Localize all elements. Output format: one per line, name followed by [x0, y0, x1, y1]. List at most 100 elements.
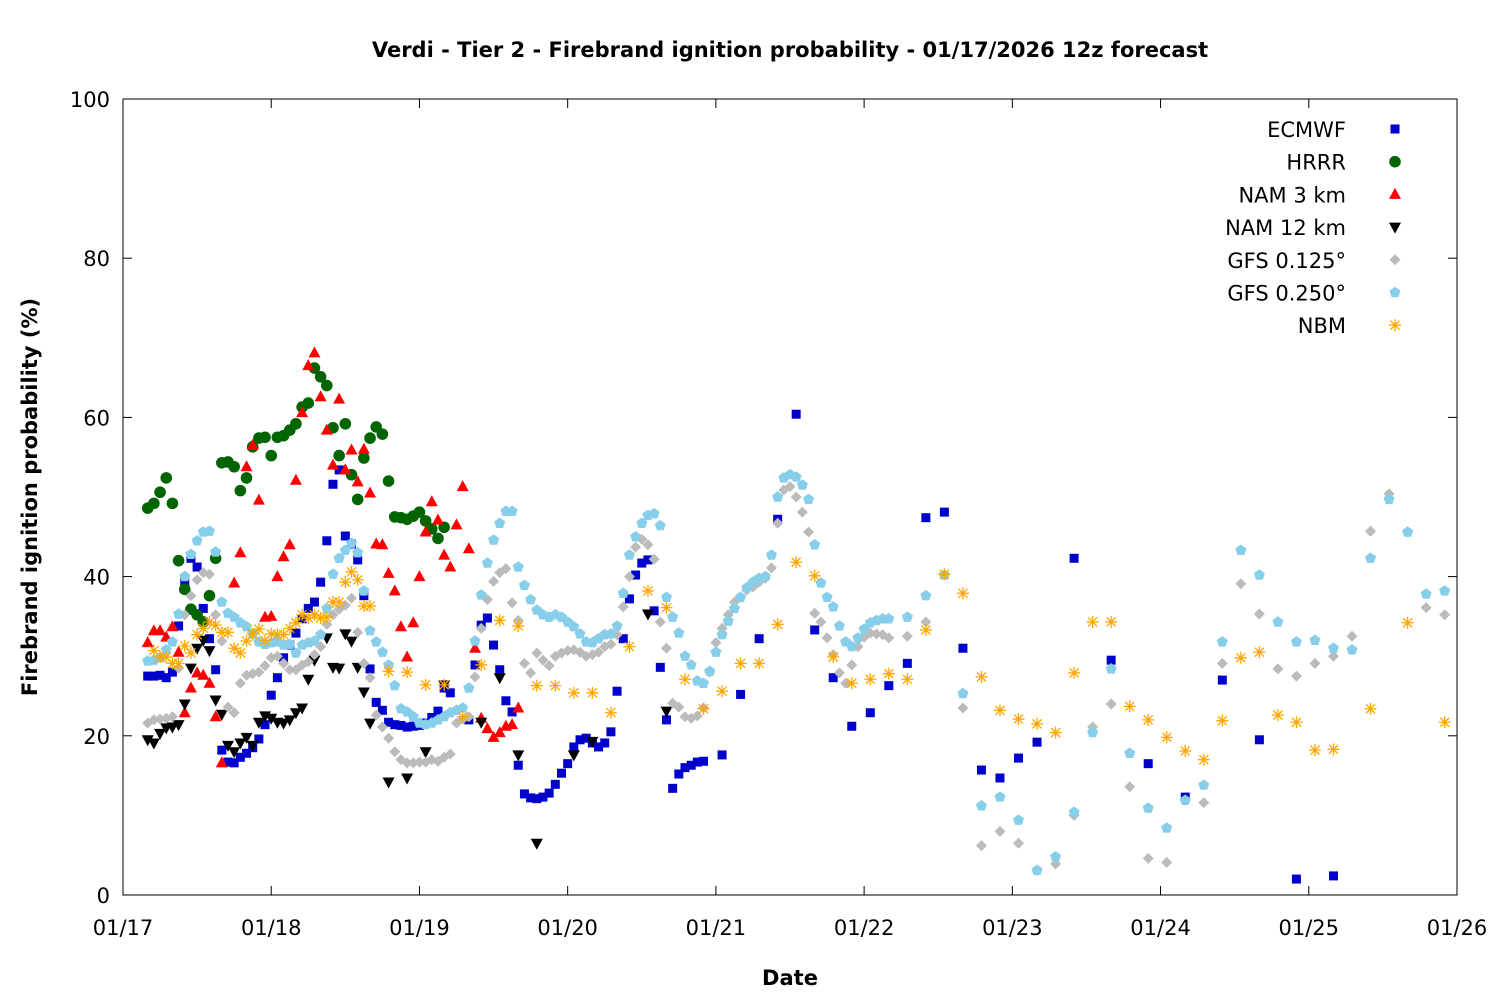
data-point-nam-12-km [178, 699, 191, 711]
data-point-nbm [345, 565, 358, 578]
data-point-gfs-0-250 [173, 608, 185, 619]
data-point-ecmwf [939, 507, 949, 517]
data-point-hrrr [290, 417, 302, 430]
data-point-gfs-0-125 [648, 553, 660, 565]
data-point-gfs-0-250 [605, 628, 617, 639]
y-tick-label: 60 [83, 406, 110, 430]
data-point-gfs-0-125 [413, 756, 425, 768]
data-point-gfs-0-250 [1105, 663, 1117, 674]
data-point-gfs-0-250 [630, 531, 642, 542]
data-point-nbm [1401, 616, 1414, 629]
data-point-nam-12-km [308, 655, 321, 667]
data-point-ecmwf [353, 555, 363, 565]
data-point-gfs-0-250 [901, 611, 913, 622]
data-point-nam-3-km [234, 546, 247, 558]
data-point-gfs-0-250 [1402, 526, 1414, 537]
y-tick-label: 100 [70, 88, 110, 112]
data-point-nbm [771, 618, 784, 631]
data-point-gfs-0-125 [475, 622, 487, 634]
data-point-nam-3-km [388, 584, 401, 596]
data-point-gfs-0-250 [1031, 864, 1043, 875]
y-tick-label: 80 [83, 247, 110, 271]
data-point-nbm [277, 628, 290, 641]
data-point-ecmwf [155, 670, 165, 680]
data-point-gfs-0-125 [469, 671, 481, 683]
data-point-ecmwf [1014, 753, 1024, 763]
data-point-hrrr [413, 506, 426, 518]
data-point-ecmwf [668, 783, 678, 793]
data-point-ecmwf [847, 721, 857, 731]
data-point-nbm [351, 573, 364, 586]
data-point-gfs-0-250 [179, 570, 191, 582]
data-point-ecmwf [526, 793, 536, 803]
data-point-gfs-0-125 [210, 609, 222, 621]
data-point-ecmwf [902, 658, 912, 668]
legend-label-nam-12-km: NAM 12 km [1225, 216, 1346, 240]
data-point-hrrr [160, 472, 173, 484]
data-point-gfs-0-125 [531, 647, 543, 659]
data-point-nbm [438, 678, 451, 691]
data-point-nam-3-km [141, 636, 154, 648]
data-point-nam-12-km [364, 718, 377, 730]
data-point-nam-3-km [425, 495, 438, 507]
data-point-nbm [1086, 615, 1099, 628]
data-point-nbm [1234, 651, 1247, 664]
data-point-nbm [808, 569, 821, 582]
y-tick-label: 20 [83, 725, 110, 749]
data-point-nam-3-km [394, 620, 407, 632]
series-hrrr [141, 362, 450, 628]
data-point-nam-12-km [660, 706, 673, 718]
data-point-gfs-0-250 [704, 665, 716, 676]
data-point-gfs-0-250 [364, 624, 376, 636]
data-point-nbm [882, 667, 895, 680]
data-point-nbm [697, 702, 710, 715]
data-point-ecmwf [1143, 759, 1153, 769]
data-point-gfs-0-125 [1253, 608, 1265, 620]
data-point-ecmwf [272, 673, 282, 683]
data-point-nam-3-km [314, 390, 327, 402]
data-point-ecmwf [717, 750, 727, 760]
data-point-nbm [864, 673, 877, 686]
data-point-gfs-0-250 [654, 519, 666, 531]
data-point-gfs-0-250 [506, 505, 518, 516]
data-point-nam-3-km [320, 423, 333, 435]
data-point-gfs-0-250 [494, 517, 506, 528]
data-point-gfs-0-125 [796, 506, 808, 518]
data-point-nbm [938, 568, 951, 581]
data-point-gfs-0-250 [766, 549, 777, 560]
data-point-ecmwf [575, 735, 585, 745]
data-point-nam-3-km [172, 645, 185, 657]
data-point-nbm [679, 673, 692, 686]
data-point-gfs-0-250 [315, 628, 327, 640]
data-point-gfs-0-250 [1365, 552, 1377, 563]
data-point-gfs-0-125 [660, 642, 672, 654]
data-point-nam-12-km [147, 738, 160, 750]
data-point-nbm [1216, 714, 1229, 727]
data-point-gfs-0-250 [481, 557, 493, 568]
data-point-nam-3-km [277, 550, 290, 562]
data-point-gfs-0-250 [228, 611, 240, 622]
data-point-ecmwf [322, 536, 332, 546]
data-point-ecmwf [402, 722, 412, 732]
data-point-gfs-0-125 [234, 677, 246, 689]
data-point-gfs-0-250 [790, 471, 802, 482]
y-axis-label: Firebrand ignition probability (%) [18, 298, 42, 696]
data-point-ecmwf [1291, 874, 1301, 884]
data-point-nbm [191, 628, 204, 641]
data-point-nam-12-km [357, 687, 370, 699]
data-point-ecmwf [754, 634, 764, 644]
data-point-nbm [1271, 709, 1284, 722]
data-point-gfs-0-125 [376, 721, 388, 733]
data-point-gfs-0-250 [1235, 544, 1247, 555]
series-nam-3-km [141, 346, 525, 768]
data-point-gfs-0-250 [463, 682, 475, 693]
data-point-ecmwf [217, 745, 227, 755]
data-point-ecmwf [1328, 871, 1338, 881]
data-point-gfs-0-250 [1087, 726, 1099, 738]
data-point-ecmwf [513, 760, 523, 770]
legend-label-gfs-0-125: GFS 0.125° [1227, 249, 1346, 273]
data-point-gfs-0-250 [772, 491, 784, 502]
data-point-nam-12-km [345, 636, 358, 648]
data-point-ecmwf [600, 738, 610, 748]
data-point-gfs-0-125 [191, 574, 203, 586]
